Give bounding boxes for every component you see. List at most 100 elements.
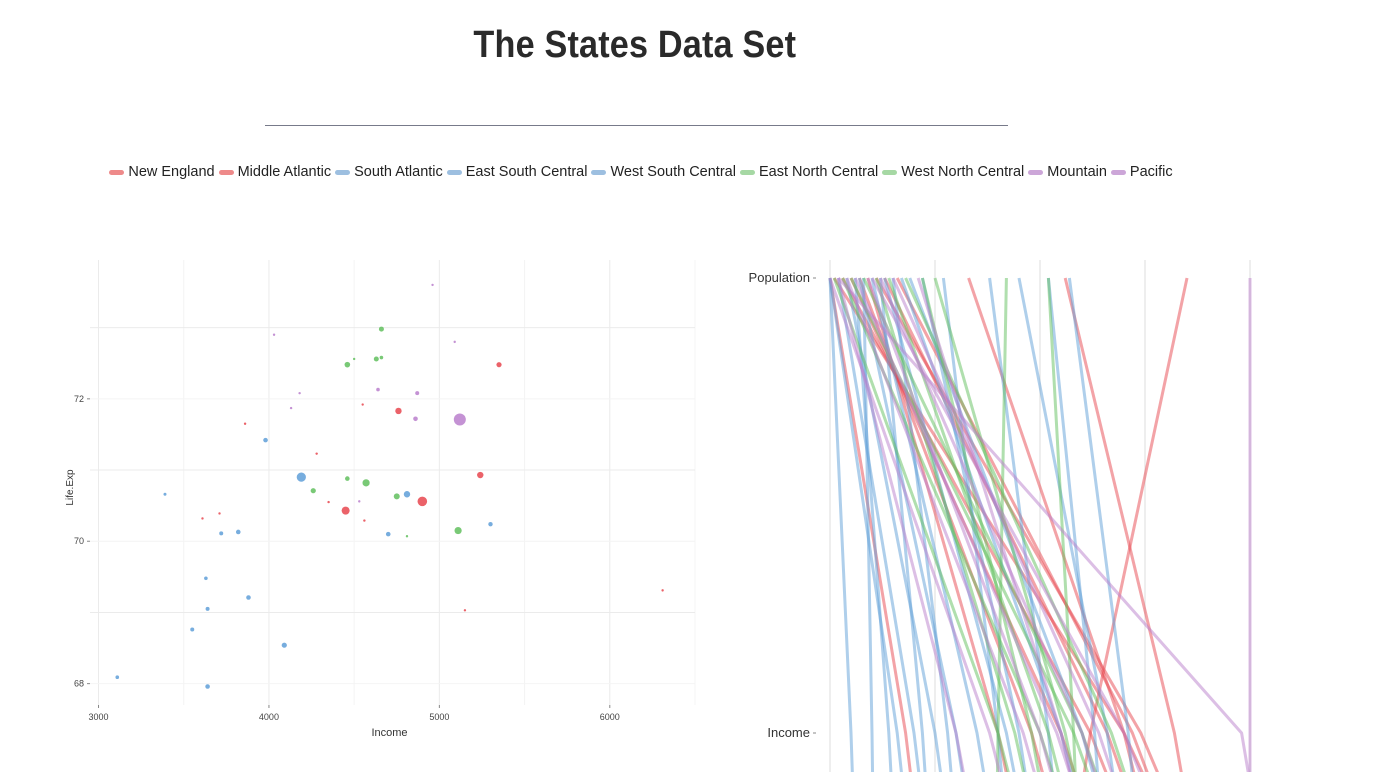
scatter-point	[341, 506, 350, 515]
legend-label: Mountain	[1047, 164, 1107, 180]
parallel-line	[870, 277, 1142, 772]
legend-item: New England	[109, 164, 215, 180]
x-tick-label: 4000	[259, 712, 279, 722]
legend-item: East North Central	[739, 164, 879, 180]
scatter-point	[327, 500, 330, 504]
scatter-point	[453, 413, 466, 426]
scatter-point	[385, 531, 391, 537]
parallel-line	[891, 277, 1114, 772]
scatter-point	[361, 403, 364, 406]
x-tick-label: 6000	[600, 712, 620, 722]
legend-label: Pacific	[1129, 164, 1173, 180]
legend-label: West South Central	[610, 164, 736, 180]
parallel-line	[828, 277, 1002, 772]
scatter-point	[310, 488, 316, 494]
parallel-line	[879, 277, 1097, 772]
scatter-point	[205, 606, 210, 611]
scatter-point	[363, 519, 366, 522]
parallel-line	[1017, 277, 1115, 772]
scatter-point	[405, 535, 409, 538]
title-divider	[265, 125, 1008, 126]
scatter-point	[298, 391, 301, 395]
parallel-line	[837, 277, 1250, 772]
legend-swatch	[335, 169, 351, 175]
parallel-line	[1067, 277, 1134, 772]
parallel-line	[836, 277, 965, 772]
scatter-point	[477, 471, 484, 479]
scatter-point	[115, 675, 120, 680]
legend-swatch	[218, 169, 234, 175]
legend-label: Middle Atlantic	[237, 164, 332, 180]
parallel-line	[828, 277, 854, 772]
scatter-point	[235, 529, 241, 535]
legend-swatch	[1028, 169, 1044, 175]
scatter-point	[281, 642, 287, 648]
legend-swatch	[882, 169, 898, 175]
scatter-point	[163, 492, 167, 496]
scatter-point	[315, 452, 318, 455]
scatter-point	[496, 362, 502, 368]
scatter-point	[263, 437, 268, 443]
legend-label: South Atlantic	[354, 164, 443, 180]
scatter-point	[376, 387, 380, 392]
scatter-point	[463, 609, 467, 612]
scatter-point	[352, 357, 356, 361]
parallel-line	[878, 277, 927, 772]
scatter-point	[345, 476, 350, 481]
x-tick-label: 5000	[429, 712, 449, 722]
scatter-points	[115, 283, 664, 689]
parallel-line	[1063, 277, 1183, 772]
scatter-point	[358, 500, 361, 503]
scatter-point	[395, 407, 402, 415]
parallel-line	[1082, 277, 1189, 772]
scatter-point	[417, 496, 428, 507]
scatter-point	[296, 472, 306, 482]
scatter-point	[204, 576, 208, 581]
legend-swatch	[446, 169, 462, 175]
scatter-point	[190, 627, 195, 632]
scatter-point	[393, 493, 400, 500]
legend-label: East South Central	[465, 164, 588, 180]
parallel-line	[920, 277, 1040, 772]
parallel-coordinates-plot: Population Income	[749, 260, 1252, 772]
scatter-point	[362, 479, 370, 487]
legend-swatch	[591, 169, 607, 175]
scatter-point	[373, 356, 379, 362]
scatter-point	[453, 340, 456, 344]
scatter-point	[272, 333, 276, 336]
parallel-line	[1046, 277, 1099, 772]
scatter-point	[246, 595, 251, 600]
scatter-point	[205, 684, 210, 689]
legend-item: West South Central	[591, 164, 736, 180]
parallel-line	[845, 277, 1036, 772]
legend-swatch	[1110, 169, 1126, 175]
scatter-point	[201, 517, 204, 520]
scatter-plot: 3000 4000 5000 6000 68 70 72 Income Life.Exp	[65, 260, 696, 739]
chart-legend: New England Middle Atlantic South Atlantic…	[0, 164, 1282, 180]
y-tick-label: 68	[74, 679, 84, 689]
scatter-point	[413, 416, 418, 422]
legend-item: Mountain	[1028, 164, 1107, 180]
parallel-line	[828, 277, 903, 772]
legend-item: West North Central	[882, 164, 1024, 180]
scatter-point	[454, 526, 462, 535]
legend-item: East South Central	[446, 164, 588, 180]
scatter-point	[219, 531, 224, 536]
parallel-line	[916, 277, 1072, 772]
legend-item: Middle Atlantic	[218, 164, 332, 180]
legend-swatch	[109, 169, 125, 175]
page-title: The States Data Set	[473, 24, 797, 66]
legend-label: East North Central	[758, 164, 879, 180]
parallel-axis-label: Population	[749, 270, 810, 285]
legend-label: West North Central	[901, 164, 1025, 180]
x-axis-title: Income	[371, 727, 407, 739]
parallel-line	[862, 277, 875, 772]
scatter-point	[344, 361, 351, 368]
scatter-point	[378, 326, 384, 332]
scatter-point	[661, 589, 664, 592]
legend-label: New England	[128, 164, 215, 180]
parallel-line	[832, 277, 1010, 772]
scatter-point	[243, 422, 247, 425]
parallel-line	[866, 277, 1053, 772]
parallel-lines	[828, 277, 1252, 772]
